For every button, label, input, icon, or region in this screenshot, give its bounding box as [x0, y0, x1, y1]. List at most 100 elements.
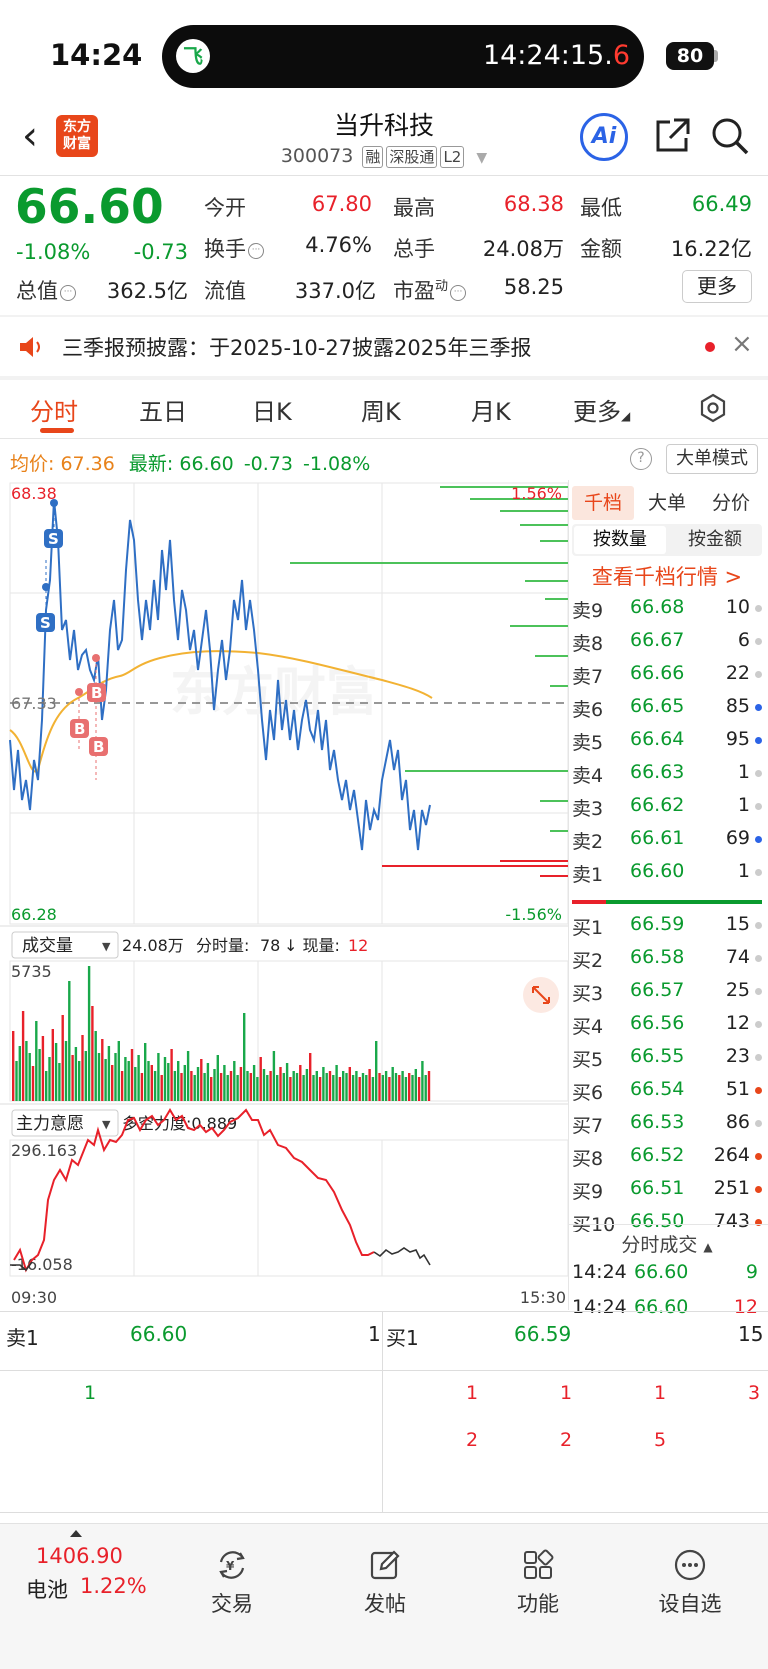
- volume-bar: [186, 1051, 190, 1101]
- bid-row[interactable]: 买9 66.51 251: [572, 1177, 762, 1210]
- pct-min-label: -1.56%: [505, 905, 562, 924]
- ask-qty: 1: [737, 761, 750, 783]
- gear-icon[interactable]: [698, 393, 728, 423]
- tab-big-orders[interactable]: 大单: [648, 492, 687, 514]
- ask-row[interactable]: 卖8 66.67 6: [572, 629, 762, 662]
- tab-weekly-k[interactable]: 周K: [361, 398, 401, 426]
- bid-row[interactable]: 买8 66.52 264: [572, 1144, 762, 1177]
- tab-intraday[interactable]: 分时: [30, 398, 78, 426]
- info-icon[interactable]: ···: [450, 285, 467, 301]
- bid-row[interactable]: 买3 66.57 25: [572, 979, 762, 1012]
- pe-label[interactable]: 市盈动 ···: [393, 275, 467, 305]
- svg-text:主力意愿: 主力意愿: [16, 1114, 84, 1134]
- tab-thousand-levels[interactable]: 千档: [572, 486, 634, 520]
- volume-bar: [249, 1073, 252, 1101]
- speaker-icon: [20, 337, 40, 357]
- ask-row[interactable]: 卖9 66.68 10: [572, 596, 762, 629]
- nav-post[interactable]: 发帖: [325, 1524, 445, 1624]
- search-icon[interactable]: [710, 116, 750, 156]
- order-dot: [755, 1021, 762, 1028]
- tick-price: 66.60: [634, 1261, 689, 1283]
- volume-bar: [351, 1075, 355, 1101]
- chevron-down-icon[interactable]: ▼: [476, 150, 488, 166]
- index-widget[interactable]: 1406.90 电池 1.22%: [0, 1524, 150, 1624]
- edit-icon: [370, 1550, 400, 1580]
- tab-by-quantity[interactable]: 按数量: [574, 526, 666, 554]
- divider: [568, 480, 569, 1310]
- expand-icon: [532, 986, 550, 1004]
- volume-selector[interactable]: [11, 931, 119, 959]
- info-icon[interactable]: ···: [248, 243, 264, 259]
- more-button[interactable]: 更多: [682, 270, 752, 303]
- share-icon[interactable]: [652, 116, 692, 156]
- info-icon[interactable]: ···: [60, 285, 76, 301]
- bid-level-label: 买5: [572, 1049, 604, 1071]
- volume-bar: [375, 1041, 378, 1101]
- ask-row[interactable]: 卖6 66.65 85: [572, 695, 762, 728]
- volume-bar: [38, 1049, 41, 1101]
- volume-now: 12: [348, 936, 368, 955]
- bid-row[interactable]: 买10 66.50 743: [572, 1210, 762, 1232]
- indicator-selector[interactable]: [11, 1109, 119, 1137]
- bid-row[interactable]: 买4 66.56 12: [572, 1012, 762, 1045]
- nav-trade[interactable]: ¥ 交易: [172, 1524, 292, 1624]
- tick-list-header[interactable]: 分时成交 ▲: [621, 1234, 713, 1256]
- notice-bar[interactable]: 三季报预披露：于2025-10-27披露2025年三季报 ×: [0, 318, 768, 376]
- volume-bar: [315, 1071, 318, 1101]
- ask-row[interactable]: 卖4 66.63 1: [572, 761, 762, 794]
- svg-text:¥: ¥: [226, 1559, 235, 1573]
- volume-bar: [295, 1073, 299, 1101]
- intraday-chart[interactable]: 东方财富 S S B B B 68.38 67.33 66.28 1.56%: [0, 480, 570, 1310]
- nav-functions[interactable]: 功能: [478, 1524, 598, 1624]
- close-icon[interactable]: ×: [731, 329, 753, 359]
- bid-queue-item: 5: [654, 1429, 667, 1451]
- volume-bar: [107, 1046, 111, 1101]
- volume-bar: [18, 1046, 21, 1101]
- main-force-line-tail: [373, 1247, 431, 1266]
- volume-bar: [305, 1069, 309, 1101]
- bid-row[interactable]: 买2 66.58 74: [572, 946, 762, 979]
- ask-row[interactable]: 卖5 66.64 95: [572, 728, 762, 761]
- ask-row[interactable]: 卖1 66.60 1: [572, 860, 762, 893]
- volume-label: 总手: [393, 237, 435, 261]
- dynamic-island[interactable]: 飞 14:24:15.6: [162, 25, 644, 88]
- turnover-label[interactable]: 换手 ···: [204, 233, 264, 263]
- big-order-mode-button[interactable]: 大单模式: [666, 444, 758, 474]
- nav-add-watchlist[interactable]: 设自选: [630, 1524, 750, 1624]
- tab-monthly-k[interactable]: 月K: [471, 398, 511, 426]
- volume-bar: [289, 1077, 292, 1101]
- ask-price: 66.63: [630, 761, 685, 783]
- tab-price-levels[interactable]: 分价: [712, 492, 751, 514]
- svg-text:分时量:: 分时量:: [196, 936, 249, 955]
- tab-daily-k[interactable]: 日K: [252, 398, 292, 426]
- mktcap-label[interactable]: 总值 ···: [16, 275, 76, 305]
- volume-bar: [401, 1071, 404, 1101]
- order-dot: [755, 836, 762, 843]
- stock-code-row[interactable]: 300073 融深股通 L2 ▼: [0, 145, 768, 168]
- bid-row[interactable]: 买6 66.54 51: [572, 1078, 762, 1111]
- ask-row[interactable]: 卖3 66.62 1: [572, 794, 762, 827]
- tab-more[interactable]: 更多◢: [573, 398, 631, 426]
- tag-l2: L2: [440, 146, 465, 168]
- volume-bar: [163, 1057, 167, 1101]
- svg-text:▼: ▼: [102, 940, 111, 953]
- back-icon[interactable]: ‹: [22, 113, 38, 159]
- volume-bar: [424, 1075, 427, 1101]
- price-line: [9, 499, 431, 851]
- volume-bar: [210, 1077, 213, 1101]
- ask-row[interactable]: 卖2 66.61 69: [572, 827, 762, 860]
- ask-row[interactable]: 卖7 66.66 22: [572, 662, 762, 695]
- bid-row[interactable]: 买1 66.59 15: [572, 913, 762, 946]
- ai-button[interactable]: Ai: [580, 113, 628, 161]
- view-levels-link[interactable]: 查看千档行情 >: [591, 565, 743, 589]
- notice-text[interactable]: 三季报预披露：于2025-10-27披露2025年三季报: [62, 336, 532, 360]
- help-icon[interactable]: ?: [630, 448, 652, 470]
- tab-5day[interactable]: 五日: [139, 398, 187, 426]
- bid-row[interactable]: 买5 66.55 23: [572, 1045, 762, 1078]
- ask-level-label: 卖1: [572, 864, 604, 886]
- bid-row[interactable]: 买7 66.53 86: [572, 1111, 762, 1144]
- bid-level-label: 买9: [572, 1181, 604, 1203]
- tab-by-amount[interactable]: 按金额: [688, 529, 742, 550]
- volume-bar: [342, 1071, 345, 1101]
- volume-bar: [68, 981, 71, 1101]
